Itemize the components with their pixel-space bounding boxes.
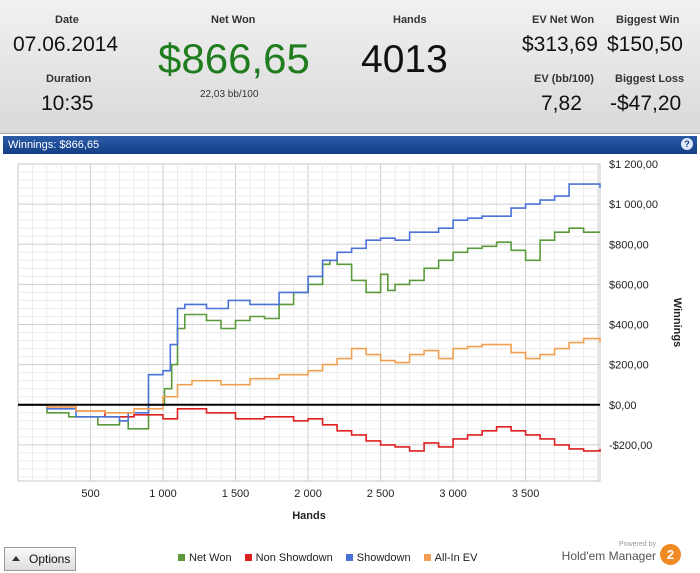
x-tick-label: 2 500 <box>367 488 395 500</box>
y-tick-label: $400,00 <box>609 320 649 332</box>
y-tick-label: $1 200,00 <box>609 159 658 171</box>
options-label: Options <box>29 552 71 566</box>
biggest-loss-label: Biggest Loss <box>615 73 685 85</box>
date-label: Date <box>55 14 79 26</box>
ev-bb-label: EV (bb/100) <box>534 73 594 85</box>
duration-label: Duration <box>46 73 92 85</box>
x-tick-label: 500 <box>81 488 99 500</box>
y-tick-label: $200,00 <box>609 360 649 372</box>
x-tick-label: 1 000 <box>149 488 177 500</box>
ev-net-won-value: $313,69 <box>522 33 598 56</box>
legend-item-net-won: Net Won <box>178 552 232 564</box>
x-axis-label: Hands <box>292 510 326 522</box>
net-won-value: $866,65 <box>158 35 310 82</box>
x-tick-label: 2 000 <box>294 488 322 500</box>
legend-label-allin-ev: All-In EV <box>434 552 478 564</box>
legend-swatch-non-showdown <box>244 554 252 561</box>
y-tick-label: -$200,00 <box>609 440 652 452</box>
help-icon[interactable]: ? <box>681 138 693 150</box>
series-line-non-showdown <box>18 404 601 452</box>
y-tick-label: $0,00 <box>609 400 637 412</box>
legend-swatch-allin-ev <box>423 554 431 561</box>
x-tick-label: 3 000 <box>439 488 467 500</box>
legend-label-non-showdown: Non Showdown <box>255 552 333 564</box>
ev-net-won-label: EV Net Won <box>532 14 595 26</box>
chart-area: 500 1 000 1 500 2 000 2 500 3 000 3 500 $1 200,… <box>3 154 697 544</box>
winnings-chart: 500 1 000 1 500 2 000 2 500 3 000 3 500 $1 200,… <box>17 159 683 522</box>
hands-value: 4013 <box>361 38 448 81</box>
biggest-win-value: $150,50 <box>607 33 683 56</box>
net-won-label: Net Won <box>211 14 256 26</box>
chart-title-bar: Winnings: $866,65 ? <box>3 136 697 154</box>
legend-swatch-showdown <box>345 554 353 561</box>
y-tick-label: $1 000,00 <box>609 199 658 211</box>
brand-block: Powered by Hold'em Manager 2 <box>560 541 690 573</box>
series-line-showdown <box>18 183 601 422</box>
options-button[interactable]: Options <box>4 547 76 571</box>
bottom-bar: Options Net Won Non Showdown Showdown Al… <box>0 541 700 573</box>
legend-label-net-won: Net Won <box>189 552 232 564</box>
brand-name: Hold'em Manager <box>561 549 656 563</box>
date-value: 07.06.2014 <box>13 33 119 56</box>
x-tick-label: 1 500 <box>222 488 250 500</box>
chevron-up-icon <box>12 556 20 561</box>
stats-panel: Date 07.06.2014 Duration 10:35 Net Won $… <box>0 0 700 134</box>
legend-item-showdown: Showdown <box>345 552 411 564</box>
chart-legend: Net Won Non Showdown Showdown All-In EV <box>178 552 487 564</box>
biggest-loss-value: -$47,20 <box>610 92 682 115</box>
legend-swatch-net-won <box>178 554 185 561</box>
ev-bb-value: 7,82 <box>541 92 582 115</box>
brand-logo-icon: 2 <box>660 544 681 565</box>
biggest-win-label: Biggest Win <box>616 14 680 26</box>
hands-label: Hands <box>393 14 427 26</box>
x-tick-label: 3 500 <box>512 488 540 500</box>
powered-by-text: Powered by <box>619 541 656 548</box>
chart-title: Winnings: $866,65 <box>8 139 100 151</box>
net-won-bb: 22,03 bb/100 <box>200 89 259 100</box>
legend-item-allin-ev: All-In EV <box>423 552 478 564</box>
series-line-all-in-ev <box>18 337 601 414</box>
series-line-net-won <box>18 227 600 430</box>
y-tick-label: $600,00 <box>609 279 649 291</box>
legend-item-non-showdown: Non Showdown <box>244 552 333 564</box>
legend-label-showdown: Showdown <box>356 552 411 564</box>
duration-value: 10:35 <box>41 92 94 115</box>
y-tick-label: $800,00 <box>609 239 649 251</box>
y-axis-label: Winnings <box>671 298 683 347</box>
